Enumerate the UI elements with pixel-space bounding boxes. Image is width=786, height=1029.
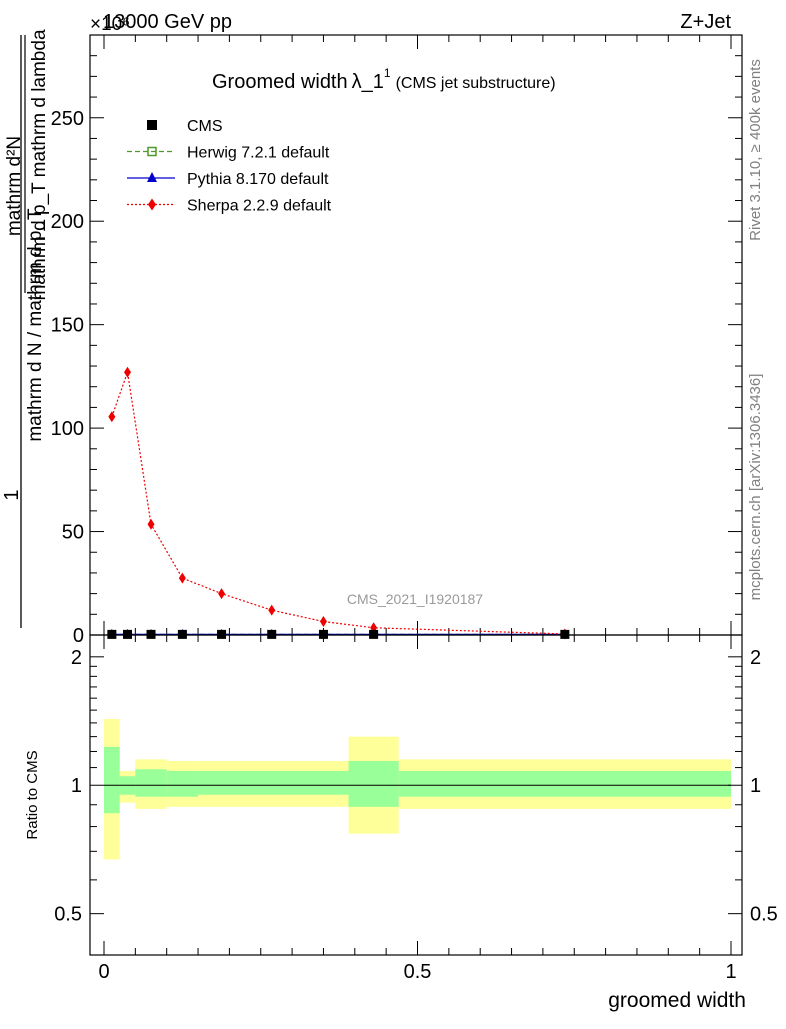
- x-tick-label: 0: [98, 961, 109, 983]
- data-point: [107, 629, 117, 639]
- ratio-stat-band: [135, 769, 167, 797]
- ratio-y-tick-label-right: 0.5: [750, 904, 778, 926]
- ratio-y-tick-label-right: 2: [750, 647, 761, 669]
- data-point: [124, 366, 132, 378]
- data-point: [178, 572, 186, 584]
- title-sup: 1: [384, 66, 391, 80]
- main-series-layer: [107, 366, 570, 640]
- legend-label: Pythia 8.170 default: [187, 171, 329, 188]
- ylabel-frac-bottom: mathrm d p_T mathrm d lambda: [29, 29, 50, 300]
- ratio-y-tick-label: 2: [71, 647, 82, 669]
- y-tick-label: 0: [73, 625, 84, 647]
- y-tick-label: 100: [51, 418, 84, 440]
- ratio-y-tick-label: 0.5: [54, 904, 82, 926]
- y-tick-label: 200: [51, 211, 84, 233]
- data-point: [560, 629, 570, 639]
- plot-title: Groomed width λ_11 (CMS jet substructure): [212, 66, 556, 93]
- data-point: [369, 629, 379, 639]
- ylabel-prefix: 1: [1, 489, 23, 500]
- y-tick-label: 150: [51, 315, 84, 337]
- data-point: [217, 629, 227, 639]
- data-point: [108, 411, 116, 423]
- data-point: [146, 629, 156, 639]
- header-process: Z+Jet: [680, 11, 731, 33]
- legend-label: Sherpa 2.2.9 default: [187, 198, 332, 215]
- analysis-watermark: CMS_2021_I1920187: [347, 591, 483, 607]
- ylabel-frac-top: mathrm d²N: [4, 136, 25, 236]
- mcplots-label: mcplots.cern.ch [arXiv:1306.3436]: [747, 374, 764, 601]
- legend-marker: [147, 146, 157, 157]
- ratio-bands-layer: [104, 718, 731, 860]
- data-point: [267, 629, 277, 639]
- y-axis-label-ratio: Ratio to CMS: [24, 750, 41, 839]
- ratio-stat-band: [348, 760, 399, 807]
- ratio-stat-band: [166, 770, 199, 797]
- series-line: [111, 372, 565, 635]
- ratio-axis-ticks: 0.5 0.5 1 1 2 2 0 0.5 1: [54, 635, 778, 983]
- legend-marker: [148, 198, 156, 211]
- ratio-stat-band: [104, 746, 120, 814]
- title-symbol: λ_1: [352, 71, 384, 93]
- ratio-plot-frame: [89, 634, 743, 956]
- ratio-y-tick-label: 1: [71, 775, 82, 797]
- y-tick-label: 50: [62, 522, 84, 544]
- ratio-y-tick-label-right: 1: [750, 775, 761, 797]
- data-point: [123, 629, 133, 639]
- legend-label: CMS: [187, 118, 223, 135]
- y-axis-label-main: 1 mathrm d N / mathrm d p_T mathrm d²N m…: [1, 29, 50, 628]
- data-point: [268, 604, 276, 616]
- ylabel-denominator: mathrm d N / mathrm d p_T: [25, 208, 46, 442]
- rivet-version-label: Rivet 3.1.10, ≥ 400k events: [747, 59, 764, 241]
- x-axis-label: groomed width: [608, 989, 746, 1012]
- exponent-label: ×10⁶: [90, 14, 130, 35]
- legend-label: Herwig 7.2.1 default: [187, 145, 330, 162]
- x-tick-label: 1: [725, 961, 736, 983]
- data-point: [147, 518, 155, 530]
- ratio-stat-band: [398, 770, 731, 797]
- title-main: Groomed width: [212, 71, 348, 93]
- header-energy: 13000 GeV pp: [103, 11, 232, 33]
- data-point: [318, 629, 328, 639]
- ratio-stat-band: [198, 770, 349, 795]
- legend: CMS Herwig 7.2.1 default Pythia 8.170 defa…: [127, 118, 332, 215]
- x-tick-label: 0.5: [404, 961, 432, 983]
- title-sub: (CMS jet substructure): [396, 75, 556, 92]
- data-point: [218, 588, 226, 600]
- legend-marker: [147, 172, 157, 182]
- data-point: [319, 616, 327, 628]
- y-tick-label: 250: [51, 108, 84, 130]
- legend-marker: [147, 120, 157, 130]
- main-axis-ticks: 0 50 100 150 200 250: [51, 34, 742, 647]
- data-point: [177, 629, 187, 639]
